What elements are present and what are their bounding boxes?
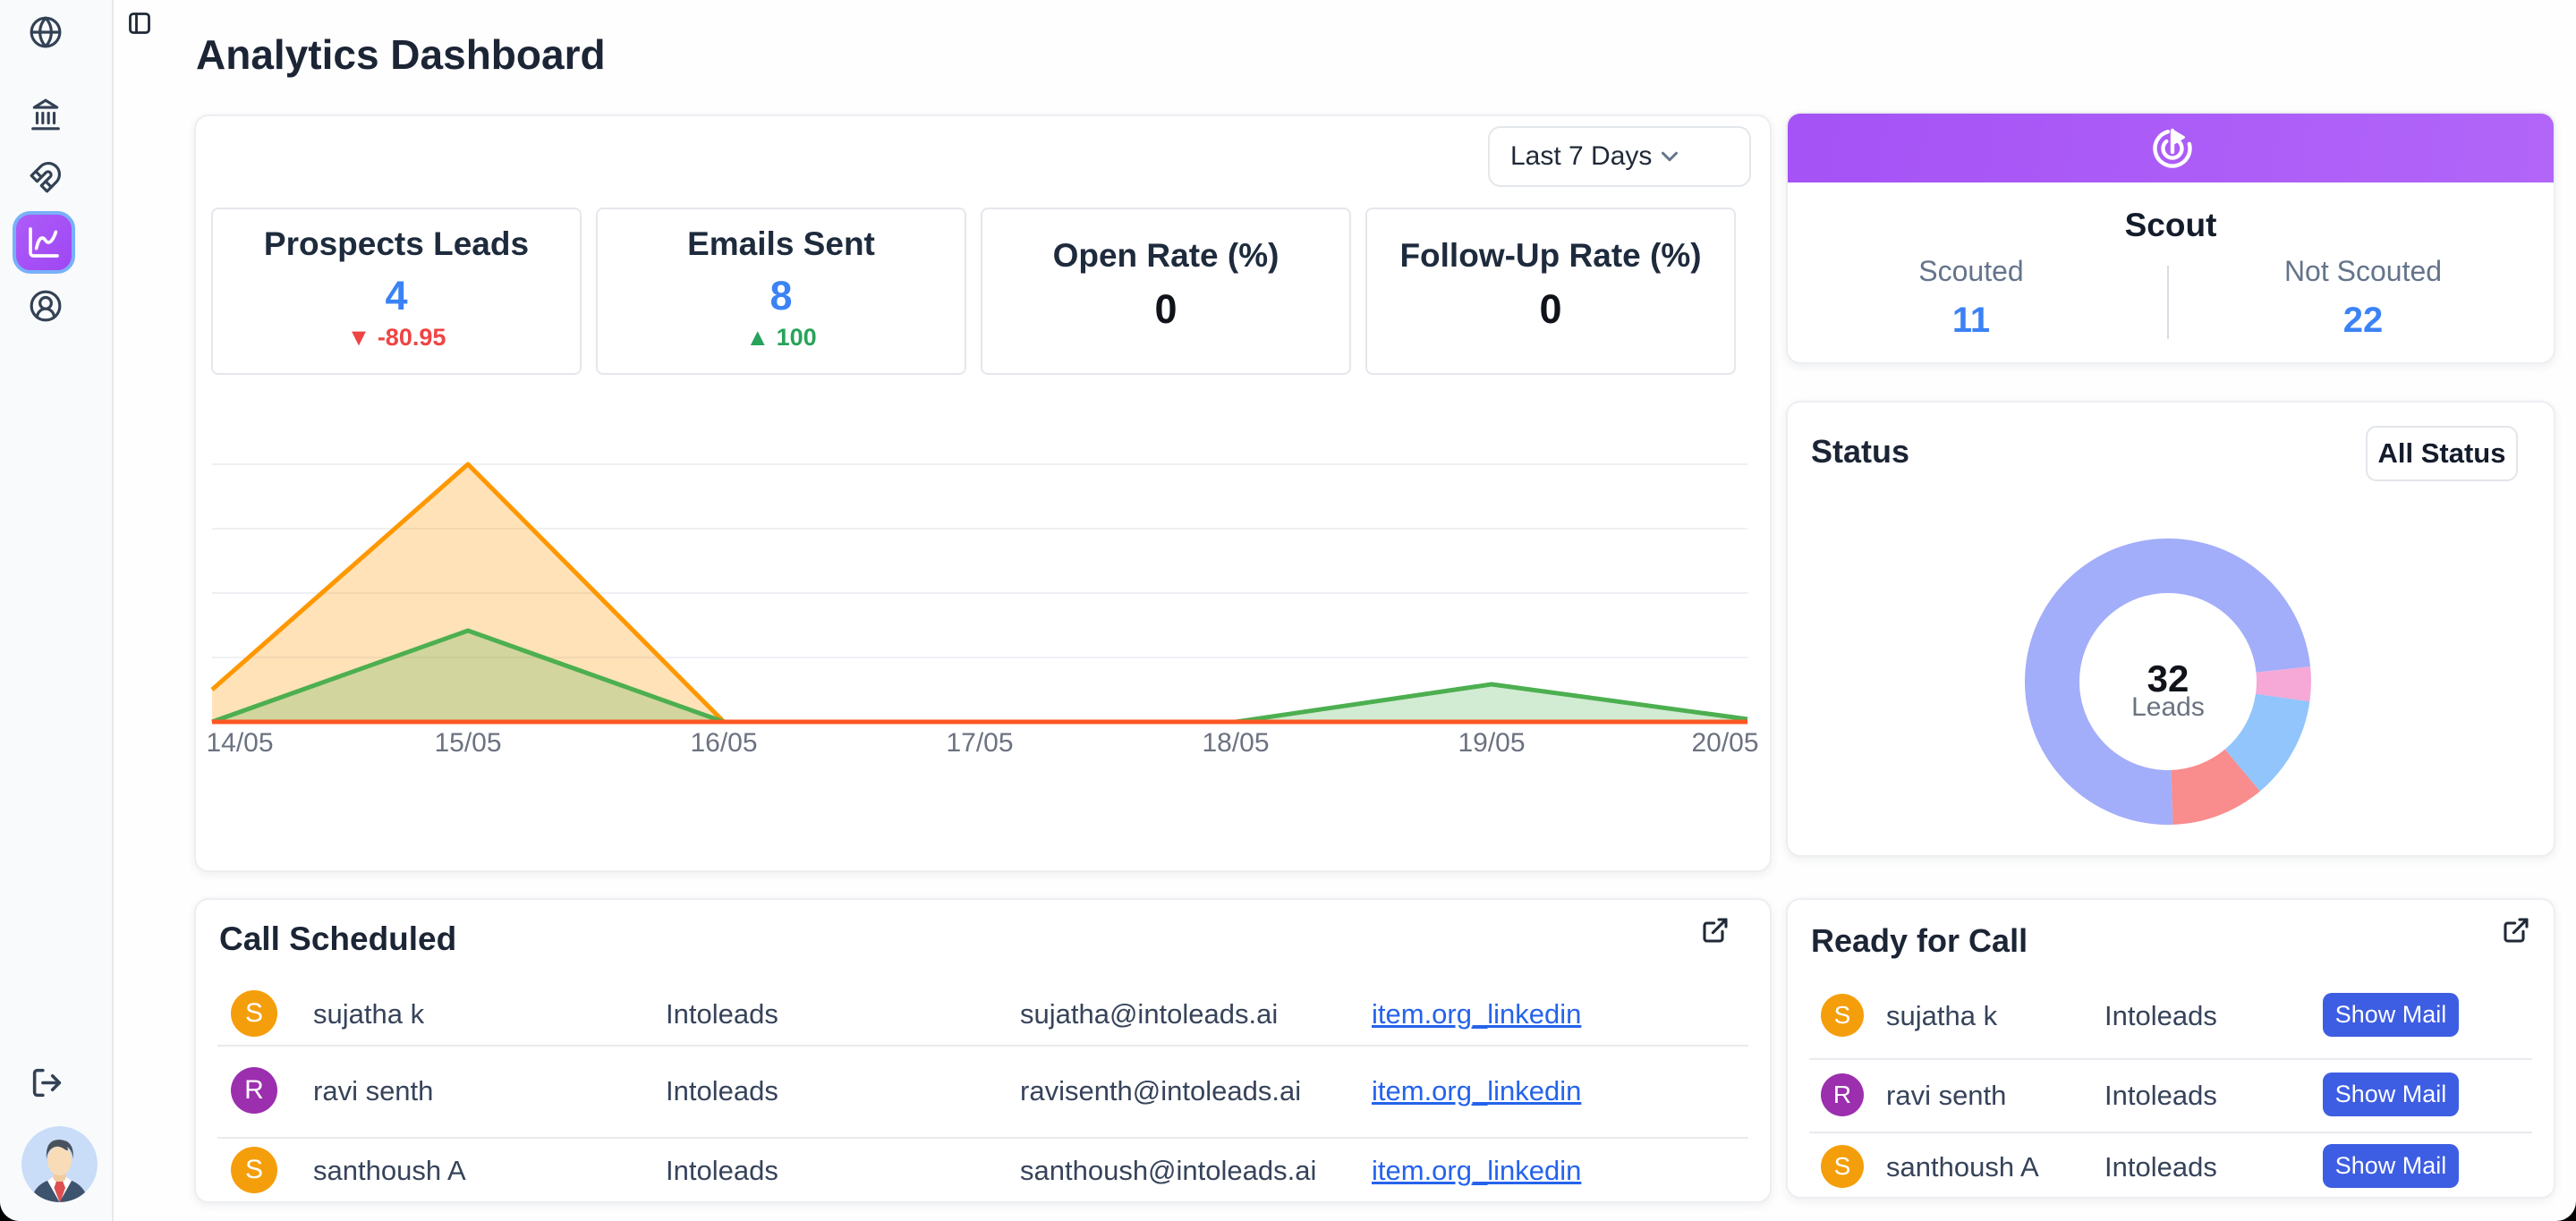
svg-text:16/05: 16/05 bbox=[690, 728, 757, 758]
svg-text:15/05: 15/05 bbox=[434, 728, 501, 758]
svg-text:14/05: 14/05 bbox=[206, 728, 273, 758]
svg-text:Leads: Leads bbox=[2131, 692, 2205, 722]
svg-text:18/05: 18/05 bbox=[1202, 728, 1269, 758]
svg-text:32: 32 bbox=[2147, 657, 2189, 700]
svg-text:19/05: 19/05 bbox=[1458, 728, 1525, 758]
svg-text:17/05: 17/05 bbox=[946, 728, 1013, 758]
svg-text:20/05: 20/05 bbox=[1691, 728, 1758, 758]
